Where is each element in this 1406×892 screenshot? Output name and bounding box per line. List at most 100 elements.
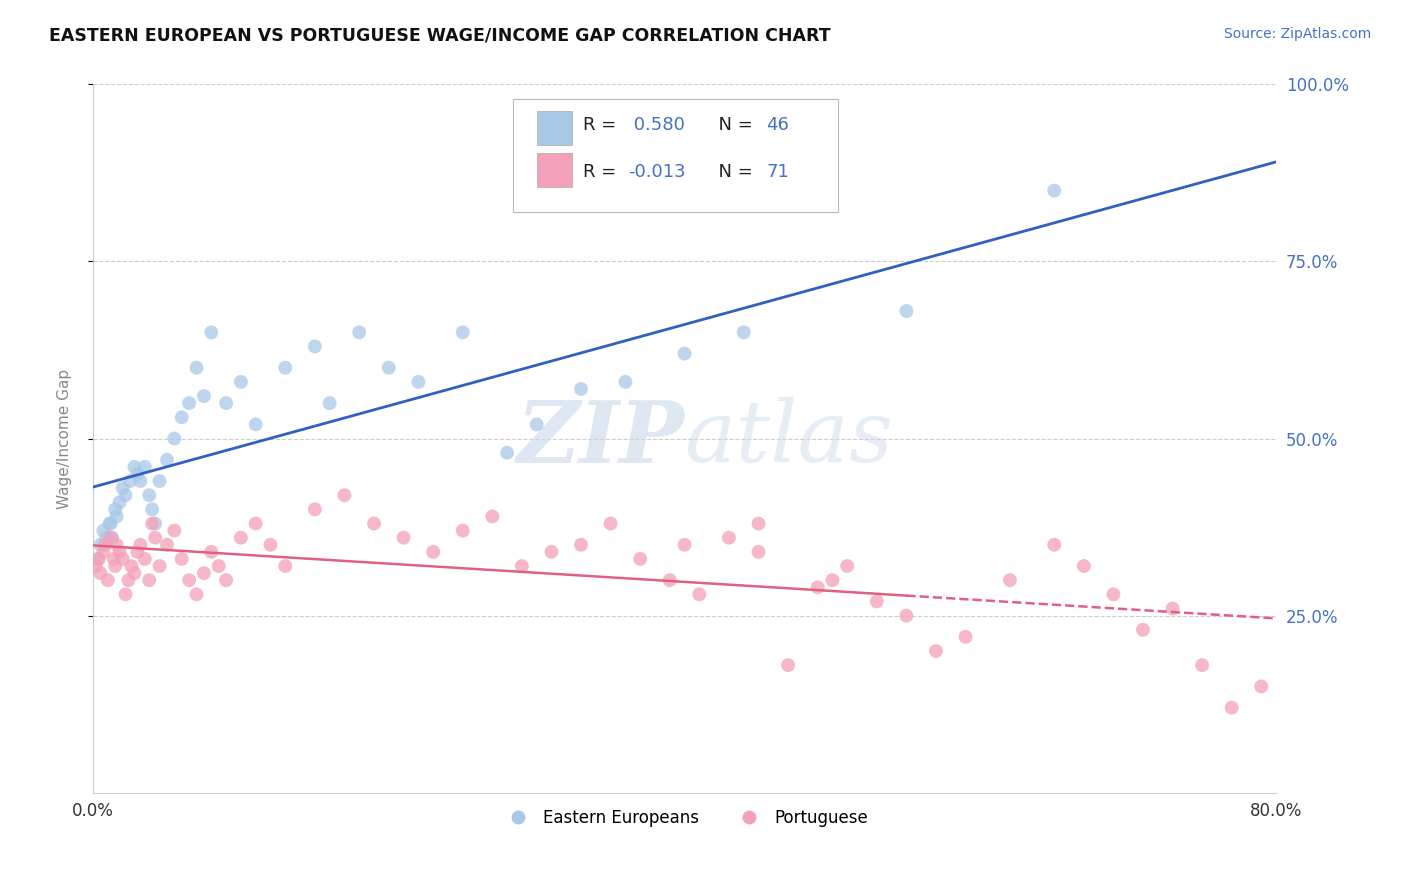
Point xyxy=(837,559,859,574)
Point xyxy=(229,375,252,389)
Point xyxy=(1043,184,1066,198)
Point xyxy=(229,531,252,545)
Point xyxy=(93,545,115,559)
Point xyxy=(117,573,139,587)
Point xyxy=(108,545,131,559)
Point xyxy=(673,538,696,552)
Text: atlas: atlas xyxy=(685,397,894,480)
Point xyxy=(89,566,111,580)
Point xyxy=(143,531,166,545)
Point xyxy=(193,389,215,403)
Point xyxy=(245,417,267,432)
Point xyxy=(1102,587,1125,601)
Point xyxy=(569,382,592,396)
Point xyxy=(100,516,122,531)
Point xyxy=(717,531,740,545)
Point xyxy=(141,516,163,531)
Point xyxy=(215,396,238,410)
Point xyxy=(274,559,297,574)
Text: 0.580: 0.580 xyxy=(627,116,685,134)
Point xyxy=(1250,680,1272,694)
Point xyxy=(896,304,918,318)
Point xyxy=(481,509,503,524)
Point xyxy=(186,587,208,601)
Point xyxy=(163,524,186,538)
Point xyxy=(1220,700,1243,714)
Point xyxy=(127,545,149,559)
Point xyxy=(821,573,844,587)
Text: 46: 46 xyxy=(766,116,789,134)
Point xyxy=(259,538,281,552)
Point xyxy=(186,360,208,375)
Point xyxy=(111,552,134,566)
Point xyxy=(138,488,160,502)
Point xyxy=(129,538,152,552)
Point xyxy=(363,516,385,531)
Point xyxy=(98,516,121,531)
Point xyxy=(245,516,267,531)
Point xyxy=(599,516,621,531)
Point xyxy=(108,495,131,509)
Legend: Eastern Europeans, Portuguese: Eastern Europeans, Portuguese xyxy=(495,803,875,834)
Point xyxy=(114,587,136,601)
Point xyxy=(318,396,340,410)
Point xyxy=(143,516,166,531)
Point xyxy=(134,459,156,474)
Point xyxy=(179,396,201,410)
Point xyxy=(658,573,681,587)
Point xyxy=(688,587,710,601)
Point xyxy=(304,502,326,516)
Point xyxy=(127,467,149,481)
FancyBboxPatch shape xyxy=(537,111,572,145)
Text: 71: 71 xyxy=(766,162,789,180)
Point xyxy=(200,545,222,559)
FancyBboxPatch shape xyxy=(513,99,838,212)
Point xyxy=(121,559,143,574)
Point xyxy=(97,573,120,587)
Point xyxy=(1132,623,1154,637)
Text: R =: R = xyxy=(583,162,621,180)
Point xyxy=(114,488,136,502)
Point xyxy=(378,360,401,375)
Point xyxy=(86,552,108,566)
Point xyxy=(628,552,651,566)
Point xyxy=(333,488,356,502)
Point xyxy=(156,452,179,467)
Point xyxy=(170,552,193,566)
Point xyxy=(510,559,533,574)
Point xyxy=(673,346,696,360)
Point xyxy=(101,531,124,545)
Point xyxy=(747,516,769,531)
Point xyxy=(955,630,977,644)
Point xyxy=(1043,538,1066,552)
Text: R =: R = xyxy=(583,116,621,134)
Text: -0.013: -0.013 xyxy=(627,162,685,180)
Point xyxy=(451,524,474,538)
Text: N =: N = xyxy=(707,116,758,134)
Point xyxy=(104,502,127,516)
Point xyxy=(87,552,110,566)
Point xyxy=(304,339,326,353)
Point xyxy=(422,545,444,559)
Point xyxy=(200,326,222,340)
Point xyxy=(96,531,118,545)
Point xyxy=(84,559,107,574)
Point xyxy=(526,417,548,432)
Point xyxy=(614,375,637,389)
Point xyxy=(89,538,111,552)
Point xyxy=(925,644,948,658)
Point xyxy=(141,502,163,516)
Point xyxy=(124,459,146,474)
Point xyxy=(170,410,193,425)
Point xyxy=(105,509,128,524)
Point xyxy=(100,531,122,545)
Point xyxy=(94,538,117,552)
Point xyxy=(733,326,755,340)
Point xyxy=(540,545,562,559)
Point xyxy=(156,538,179,552)
Point xyxy=(179,573,201,587)
Point xyxy=(866,594,889,608)
Point xyxy=(747,545,769,559)
Point xyxy=(347,326,370,340)
Point xyxy=(148,474,170,488)
